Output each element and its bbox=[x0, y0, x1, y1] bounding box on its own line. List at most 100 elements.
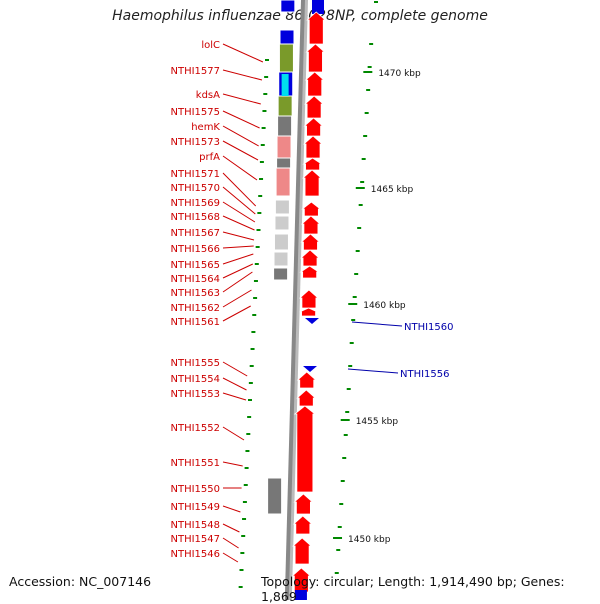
gene-label-nthi1568: NTHI1568 bbox=[170, 212, 220, 223]
gene-label-nthi1549: NTHI1549 bbox=[170, 502, 220, 513]
gene-label-nthi1552: NTHI1552 bbox=[170, 423, 220, 434]
gene-arrow bbox=[299, 307, 318, 317]
cog-box bbox=[276, 157, 292, 169]
gene-arrow bbox=[304, 95, 325, 119]
gene-block-bottom bbox=[294, 590, 307, 600]
gene-arrow bbox=[303, 117, 324, 137]
gene-arrow bbox=[304, 71, 325, 97]
gene-arrow bbox=[301, 201, 322, 217]
gene-label-nthi1566: NTHI1566 bbox=[170, 244, 220, 255]
cog-box bbox=[276, 135, 292, 159]
scale-label: 1460 kbp bbox=[363, 301, 406, 311]
gene-arrow bbox=[296, 371, 317, 389]
label-leader bbox=[222, 231, 255, 241]
tick-track: 1470 kbp 1465 kbp 1460 kbp 1455 kbp 1450 kbp bbox=[238, 1, 421, 588]
cog-box bbox=[273, 251, 289, 267]
label-leader bbox=[347, 368, 399, 374]
cog-track bbox=[267, 0, 296, 515]
gene-block-top bbox=[312, 0, 324, 14]
gene-arrow bbox=[302, 169, 323, 197]
cog-box bbox=[279, 29, 295, 45]
label-leader bbox=[351, 321, 403, 327]
gene-label-nthi1546: NTHI1546 bbox=[170, 549, 220, 560]
backbone-line bbox=[284, 0, 306, 600]
label-leader bbox=[222, 172, 257, 207]
backbone-layer bbox=[284, 0, 309, 600]
cog-box bbox=[273, 267, 289, 281]
cog-box bbox=[274, 199, 290, 215]
gene-arrow bbox=[299, 265, 320, 279]
gene-arrow bbox=[293, 493, 314, 515]
label-leader bbox=[222, 377, 247, 391]
gene-arrow bbox=[306, 11, 327, 45]
reverse-gene-marker bbox=[303, 366, 317, 372]
gene-arrow bbox=[302, 135, 324, 159]
gene-arrow bbox=[305, 43, 326, 73]
label-leader bbox=[222, 426, 245, 441]
gene-arrow bbox=[292, 537, 313, 565]
label-leader bbox=[222, 155, 258, 181]
gene-label-nthi1564: NTHI1564 bbox=[170, 274, 220, 285]
label-leader bbox=[222, 505, 241, 513]
gene-label-nthi1573: NTHI1573 bbox=[170, 137, 220, 148]
label-leader bbox=[222, 186, 256, 215]
label-leader bbox=[222, 253, 254, 265]
label-leader bbox=[222, 245, 254, 249]
label-leader bbox=[222, 263, 254, 279]
gene-arrow bbox=[300, 233, 321, 251]
label-leader bbox=[222, 125, 259, 147]
cog-box bbox=[277, 95, 293, 117]
label-leader bbox=[222, 110, 260, 129]
gene-arrow bbox=[302, 157, 323, 171]
gene-label-nthi1563: NTHI1563 bbox=[170, 288, 220, 299]
label-leader bbox=[222, 461, 243, 467]
gene-label-nthi1548: NTHI1548 bbox=[170, 520, 220, 531]
gene-label-nthi1567: NTHI1567 bbox=[170, 228, 220, 239]
cog-box bbox=[280, 0, 296, 13]
gene-label-nthi1553: NTHI1553 bbox=[170, 389, 220, 400]
label-leader bbox=[222, 392, 247, 401]
scale-label: 1465 kbp bbox=[371, 185, 414, 195]
label-layer: lolC NTHI1577 kdsA NTHI1575 hemK NTHI1573 prfA… bbox=[170, 40, 454, 563]
cog-box bbox=[273, 233, 289, 251]
label-leader bbox=[222, 271, 253, 293]
label-leader bbox=[222, 93, 261, 105]
gene-label-nthi1571: NTHI1571 bbox=[170, 169, 220, 180]
gene-arrow bbox=[299, 249, 321, 267]
label-leader bbox=[222, 215, 255, 231]
cog-box-highlight bbox=[281, 74, 289, 96]
gene-arrow bbox=[292, 515, 313, 535]
label-leader bbox=[222, 140, 259, 161]
label-leader bbox=[222, 537, 239, 549]
gene-label-nthi1547: NTHI1547 bbox=[170, 534, 220, 545]
cog-box bbox=[278, 43, 294, 73]
gene-label-nthi1555: NTHI1555 bbox=[170, 358, 220, 369]
gene-label-prfa: prfA bbox=[199, 152, 220, 163]
gene-label-nthi1556: NTHI1556 bbox=[400, 369, 450, 380]
gene-label-nthi1570: NTHI1570 bbox=[170, 183, 220, 194]
gene-label-kdsa: kdsA bbox=[196, 90, 220, 101]
label-leader bbox=[222, 43, 264, 63]
label-leader bbox=[222, 523, 240, 533]
gene-label-nthi1551: NTHI1551 bbox=[170, 458, 220, 469]
gene-label-nthi1575: NTHI1575 bbox=[170, 107, 220, 118]
gene-track bbox=[291, 0, 327, 600]
page-title: Haemophilus influenzae 86-028NP, complet… bbox=[112, 8, 488, 24]
label-leader bbox=[222, 552, 239, 563]
label-leader bbox=[222, 201, 256, 223]
gene-arrow bbox=[293, 405, 317, 493]
gene-label-nthi1569: NTHI1569 bbox=[170, 198, 220, 209]
gene-label-nthi1562: NTHI1562 bbox=[170, 303, 220, 314]
scale-label: 1470 kbp bbox=[378, 69, 421, 79]
label-leader bbox=[222, 305, 251, 322]
label-leader bbox=[222, 69, 263, 81]
cog-box bbox=[275, 167, 291, 197]
gene-label-nthi1565: NTHI1565 bbox=[170, 260, 220, 271]
gene-label-nthi1577: NTHI1577 bbox=[170, 66, 220, 77]
gene-arrow bbox=[300, 215, 321, 235]
scale-label: 1450 kbp bbox=[348, 535, 391, 545]
gene-label-nthi1560: NTHI1560 bbox=[404, 322, 454, 333]
scale-label: 1455 kbp bbox=[356, 417, 399, 427]
gene-label-lolc: lolC bbox=[201, 40, 220, 51]
